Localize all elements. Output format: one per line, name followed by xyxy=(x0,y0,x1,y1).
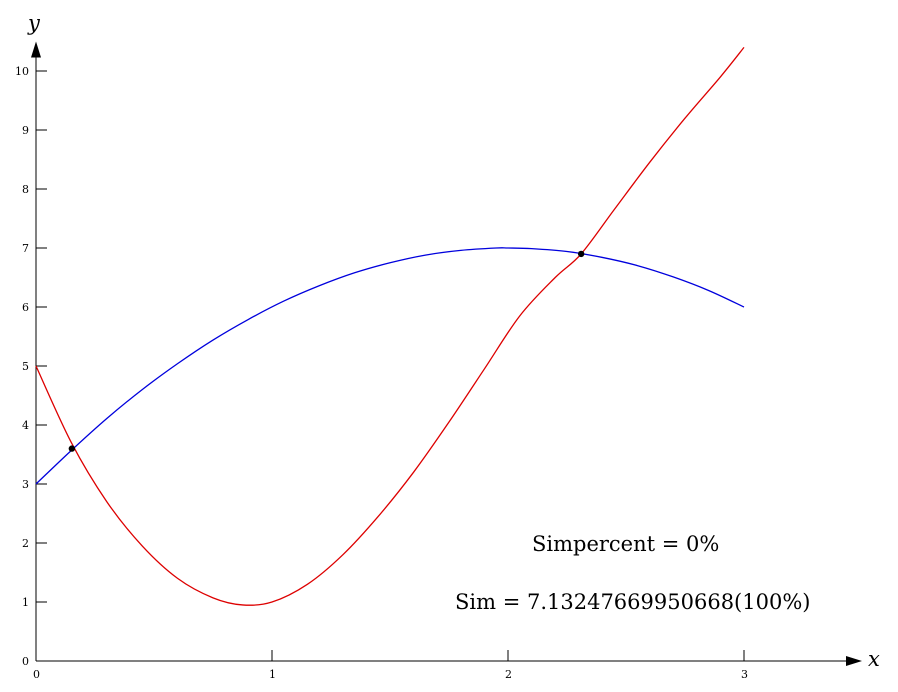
y-tick-label: 7 xyxy=(22,242,29,255)
x-tick-label: 1 xyxy=(269,668,276,681)
sim-annotation: Sim = 7.13247669950668(100%) xyxy=(455,590,810,614)
y-axis-arrow xyxy=(31,41,41,58)
y-tick-label: 10 xyxy=(15,65,29,78)
series-group xyxy=(35,46,745,606)
simpercent-annotation: Simpercent = 0% xyxy=(532,532,719,556)
series-line-blue xyxy=(35,247,745,485)
y-axis-title: y xyxy=(27,11,41,35)
y-tick-label: 8 xyxy=(22,183,29,196)
x-axis-arrow xyxy=(846,656,862,666)
y-tick-label: 0 xyxy=(22,655,29,668)
series-line-red xyxy=(35,46,745,606)
intersection-point xyxy=(577,250,585,258)
y-tick-label: 4 xyxy=(22,419,29,432)
y-tick-label: 2 xyxy=(22,537,29,550)
y-tick-label: 5 xyxy=(22,360,29,373)
ticks: 0 1 2 3 0 1 2 3 4 5 6 7 8 9 10 xyxy=(15,65,748,681)
intersection-points xyxy=(68,250,585,452)
x-tick-label: 3 xyxy=(741,668,748,681)
y-tick-label: 3 xyxy=(22,478,29,491)
x-tick-label: 2 xyxy=(505,668,512,681)
x-tick-label: 0 xyxy=(33,668,40,681)
y-tick-label: 1 xyxy=(22,596,29,609)
intersection-point xyxy=(68,445,76,452)
y-tick-label: 9 xyxy=(22,124,29,137)
y-tick-label: 6 xyxy=(22,301,29,314)
x-axis-title: x xyxy=(868,647,880,671)
axes xyxy=(31,41,862,666)
